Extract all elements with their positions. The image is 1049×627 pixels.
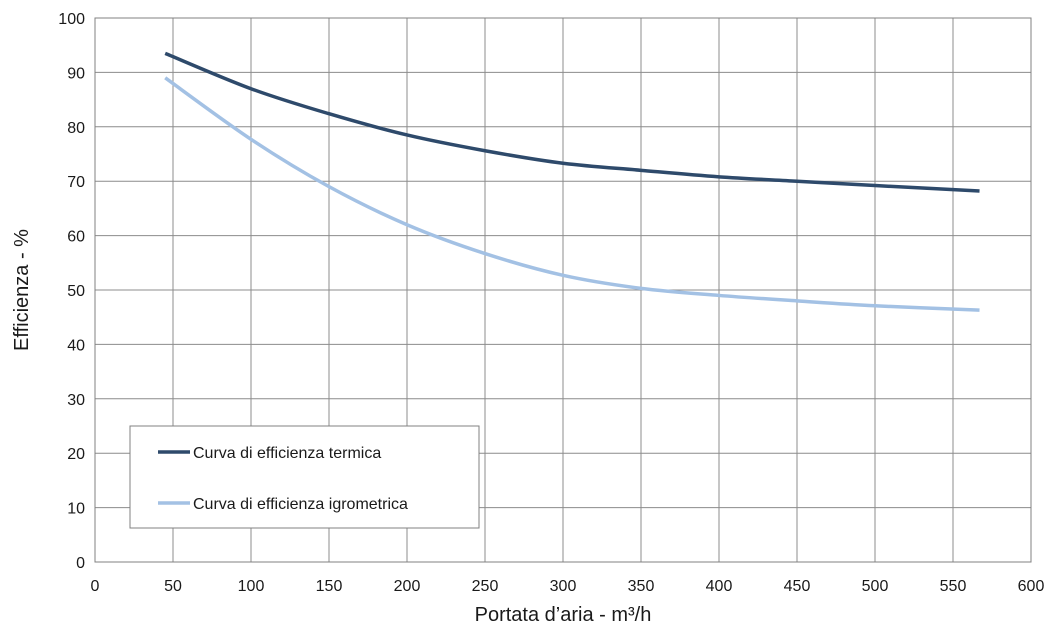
legend-label-termica: Curva di efficienza termica (193, 445, 381, 462)
x-tick-label: 250 (472, 578, 499, 595)
x-tick-label: 400 (706, 578, 733, 595)
y-axis-title: Efficienza - % (11, 229, 33, 351)
legend: Curva di efficienza termica Curva di eff… (129, 425, 480, 529)
y-tick-label: 0 (76, 555, 85, 572)
y-tick-label: 20 (67, 446, 85, 463)
x-tick-label: 600 (1018, 578, 1045, 595)
x-axis-title: Portata d’aria - m³/h (475, 604, 652, 626)
x-tick-label: 0 (91, 578, 100, 595)
x-tick-label: 100 (238, 578, 265, 595)
y-tick-label: 90 (67, 65, 85, 82)
series-line-igrometrica (164, 76, 980, 312)
legend-box (129, 425, 480, 529)
y-tick-label: 70 (67, 174, 85, 191)
y-tick-label: 40 (67, 337, 85, 354)
series-line-termica (164, 51, 980, 193)
x-tick-label: 50 (164, 578, 182, 595)
x-tick-label: 150 (316, 578, 343, 595)
x-tick-label: 450 (784, 578, 811, 595)
y-tick-label: 30 (67, 392, 85, 409)
y-tick-label: 60 (67, 229, 85, 246)
y-tick-label: 50 (67, 283, 85, 300)
series-lines (164, 51, 980, 312)
y-tick-label: 80 (67, 120, 85, 137)
x-tick-label: 350 (628, 578, 655, 595)
y-tick-label: 100 (58, 11, 85, 28)
x-tick-label: 300 (550, 578, 577, 595)
y-tick-label: 10 (67, 501, 85, 518)
x-tick-label: 550 (940, 578, 967, 595)
plot-area-frame (94, 17, 1032, 563)
tick-labels: 0 10 20 30 40 50 60 70 80 90 100 0 50 100 150 200 250 300… (58, 11, 1044, 595)
legend-label-igrometrica: Curva di efficienza igrometrica (193, 496, 408, 513)
x-tick-label: 500 (862, 578, 889, 595)
x-tick-label: 200 (394, 578, 421, 595)
